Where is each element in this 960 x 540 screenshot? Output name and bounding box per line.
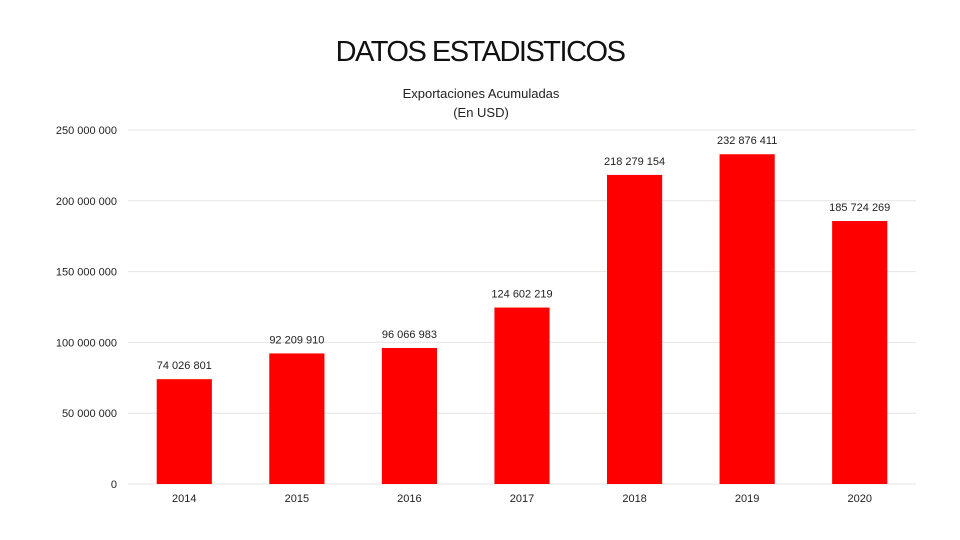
- bar-2015: [269, 353, 325, 484]
- y-tick-label: 100 000 000: [56, 337, 117, 349]
- x-tick-label-2015: 2015: [285, 493, 309, 505]
- bar-2019: [719, 154, 775, 484]
- x-tick-label-2018: 2018: [622, 493, 646, 505]
- x-tick-label-2017: 2017: [510, 493, 534, 505]
- y-tick-label: 200 000 000: [56, 196, 117, 208]
- data-label-2018: 218 279 154: [604, 156, 665, 168]
- data-label-2020: 185 724 269: [829, 202, 890, 214]
- data-label-2016: 96 066 983: [382, 329, 437, 341]
- page-title: DATOS ESTADISTICOS: [335, 36, 626, 68]
- chart-title-line-2: (En USD): [453, 105, 509, 120]
- x-tick-label-2014: 2014: [172, 493, 196, 505]
- data-label-2017: 124 602 219: [491, 289, 552, 301]
- data-label-2014: 74 026 801: [157, 360, 212, 372]
- x-axis-tick-labels: 2014 2015 2016 2017 2018 2019 2020: [172, 493, 872, 505]
- bar-2017: [494, 307, 550, 484]
- y-tick-label: 150 000 000: [56, 267, 117, 279]
- y-tick-label: 0: [111, 479, 117, 491]
- bars: [156, 154, 888, 484]
- bar-2014: [156, 379, 212, 484]
- x-tick-label-2016: 2016: [397, 493, 421, 505]
- x-tick-label-2019: 2019: [735, 493, 759, 505]
- chart-title: Exportaciones Acumuladas (En USD): [403, 86, 560, 120]
- bar-2020: [832, 221, 888, 484]
- y-tick-label: 50 000 000: [62, 408, 117, 420]
- bar-2018: [606, 174, 663, 484]
- y-tick-label: 250 000 000: [56, 125, 117, 137]
- y-axis-tick-labels: 0 50 000 000 100 000 000 150 000 000 200 000…: [56, 125, 117, 491]
- x-tick-label-2020: 2020: [847, 493, 871, 505]
- data-label-2015: 92 209 910: [269, 334, 324, 346]
- data-labels: 74 026 801 92 209 910 96 066 983 124 602 21…: [157, 135, 891, 372]
- chart-title-line-1: Exportaciones Acumuladas: [403, 86, 560, 101]
- bar-2016: [381, 347, 438, 484]
- data-label-2019: 232 876 411: [717, 135, 777, 147]
